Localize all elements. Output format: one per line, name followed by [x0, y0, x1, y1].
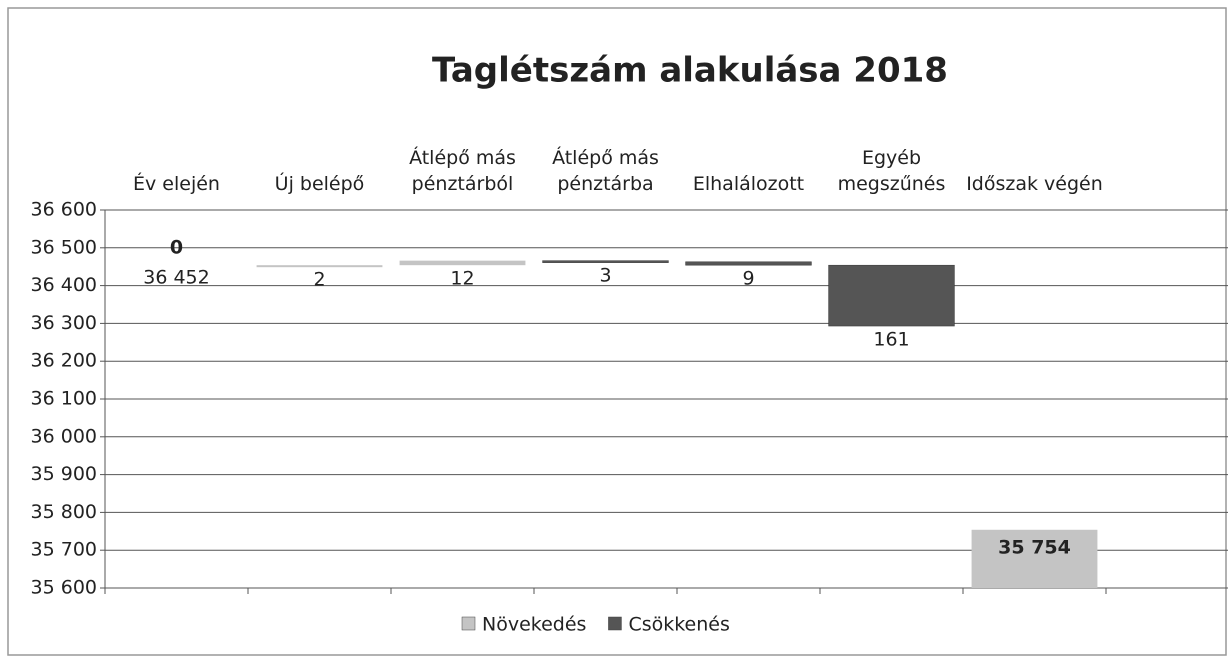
legend-swatch [608, 616, 622, 631]
x-category-label: Év elején [133, 173, 220, 195]
x-category-label: Átlépő más pénztárba [552, 147, 659, 195]
y-tick-label: 35 900 [31, 463, 97, 485]
bar [542, 260, 669, 263]
data-label: 9 [742, 268, 754, 290]
bar [828, 264, 955, 327]
bar [685, 261, 812, 266]
y-tick-label: 36 000 [31, 425, 97, 447]
x-category-label: Új belépő [274, 173, 365, 195]
data-label: 3 [599, 264, 611, 286]
data-label: 2 [313, 268, 325, 290]
y-tick-label: 35 600 [31, 577, 97, 599]
x-category-label: Időszak végén [966, 173, 1103, 195]
legend-label: Növekedés [482, 614, 586, 636]
legend-label: Csökkenés [628, 614, 729, 636]
data-label: 35 754 [998, 536, 1071, 558]
y-tick-label: 36 300 [31, 312, 97, 334]
bar [971, 529, 1098, 588]
chart-frame [7, 7, 1227, 656]
y-tick-label: 35 800 [31, 501, 97, 523]
x-category-label: Egyéb megszűnés [837, 147, 946, 195]
y-tick-label: 36 600 [31, 199, 97, 221]
x-category-label: Átlépő más pénztárból [409, 147, 516, 195]
chart-title: Taglétszám alakulása 2018 [432, 51, 948, 91]
y-tick-label: 35 700 [31, 539, 97, 561]
bar [399, 260, 526, 266]
x-category-label: Elhalálozott [692, 173, 805, 195]
data-label: 0 [170, 236, 183, 258]
data-label: 36 452 [143, 266, 209, 288]
y-tick-label: 36 500 [31, 236, 97, 258]
y-tick-label: 36 100 [31, 388, 97, 410]
bar [256, 265, 383, 268]
legend-swatch [461, 616, 476, 631]
data-label: 161 [873, 329, 909, 351]
y-tick-label: 36 400 [31, 274, 97, 296]
y-tick-label: 36 200 [31, 350, 97, 372]
data-label: 12 [450, 268, 474, 290]
